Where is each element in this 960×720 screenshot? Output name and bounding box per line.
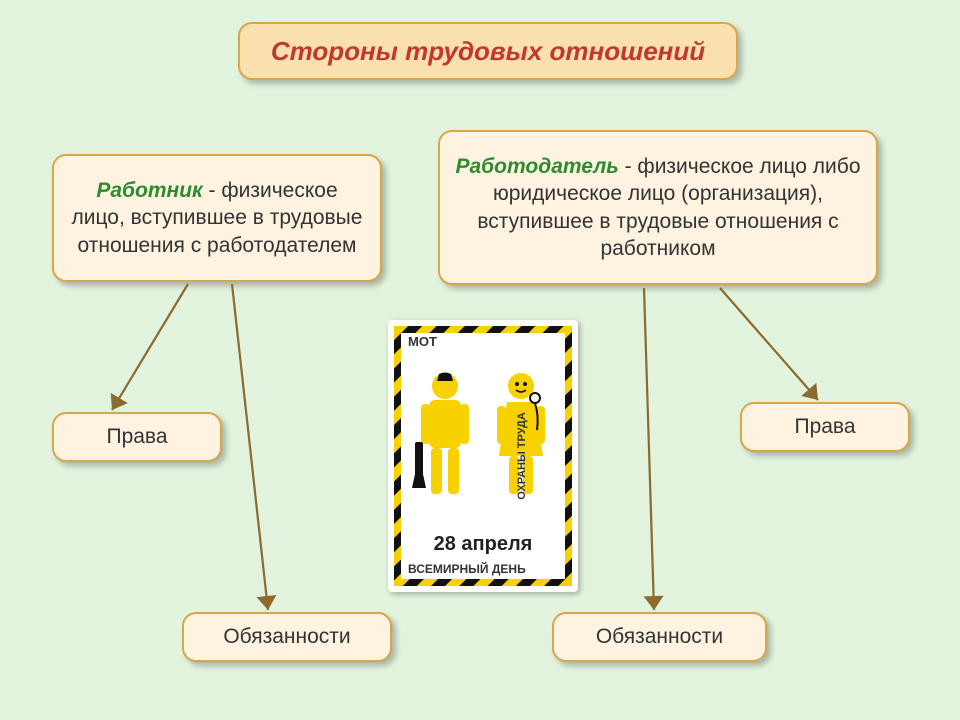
poster-right-label: ОХРАНЫ ТРУДА [516, 412, 528, 500]
leaf-employee-duties: Обязанности [182, 612, 392, 662]
leaf-employer-duties: Обязанности [552, 612, 767, 662]
term-employee: Работник [96, 179, 202, 202]
leaf-employer-rights: Права [740, 402, 910, 452]
title-text: Стороны трудовых отношений [271, 36, 705, 67]
leaf-employee-rights: Права [52, 412, 222, 462]
leaf-employee-duties-label: Обязанности [223, 625, 350, 649]
poster-bottom-label: ВСЕМИРНЫЙ ДЕНЬ [408, 562, 526, 576]
title-box: Стороны трудовых отношений [238, 22, 738, 80]
term-employer: Работодатель [455, 155, 618, 178]
center-poster: МОТ 28 апреля ВСЕМИРНЫЙ ДЕНЬ ОХРАНЫ ТРУД… [388, 320, 578, 592]
leaf-employer-rights-label: Права [794, 415, 855, 439]
leaf-employer-duties-label: Обязанности [596, 625, 723, 649]
definition-employee-text: Работник - физическое лицо, вступившее в… [68, 177, 366, 259]
definition-employer-text: Работодатель - физическое лицо либо юрид… [454, 153, 862, 262]
poster-date: 28 апреля [394, 533, 572, 556]
diagram-canvas: Стороны трудовых отношений Работник - фи… [0, 0, 960, 720]
definition-employer: Работодатель - физическое лицо либо юрид… [438, 130, 878, 285]
definition-employee: Работник - физическое лицо, вступившее в… [52, 154, 382, 282]
poster-inner: МОТ 28 апреля ВСЕМИРНЫЙ ДЕНЬ ОХРАНЫ ТРУД… [394, 326, 572, 586]
leaf-employee-rights-label: Права [106, 425, 167, 449]
